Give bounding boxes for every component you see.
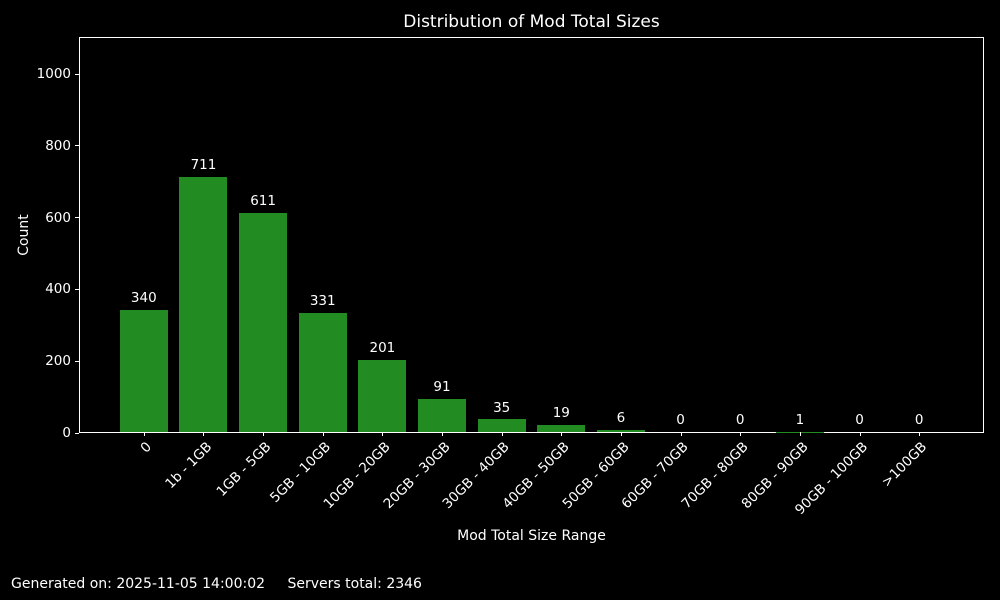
bar-column: 35 30GB - 40GB xyxy=(440,38,532,512)
bar-column: 6 50GB - 60GB xyxy=(559,38,651,512)
bar xyxy=(596,429,645,432)
y-tick-mark xyxy=(75,217,79,219)
y-tick-mark xyxy=(75,73,79,75)
bar-value-label: 340 xyxy=(130,290,157,307)
x-tick-mark xyxy=(919,432,921,436)
bar-value-label: 91 xyxy=(433,379,451,396)
bar xyxy=(477,419,526,432)
x-tick-label: 0 xyxy=(137,439,156,457)
bar xyxy=(239,212,288,432)
bar-column: 91 20GB - 30GB xyxy=(380,38,472,512)
x-tick-mark xyxy=(203,432,205,436)
x-tick-mark xyxy=(561,432,563,436)
bar-value-label: 201 xyxy=(369,339,396,356)
x-tick-mark xyxy=(740,432,742,436)
y-tick-label: 400 xyxy=(45,281,71,298)
bar-value-label: 331 xyxy=(309,293,336,310)
bar-value-label: 0 xyxy=(676,412,685,429)
bar-value-label: 35 xyxy=(493,399,511,416)
x-tick-label: >100GB xyxy=(878,439,931,491)
x-tick-mark xyxy=(382,432,384,436)
bar-column: 0 60GB - 70GB xyxy=(619,38,711,512)
bar-column: 611 1GB - 5GB xyxy=(214,38,293,500)
x-tick-mark xyxy=(680,432,682,436)
y-tick-label: 800 xyxy=(45,137,71,154)
bar-column: 201 10GB - 20GB xyxy=(321,38,413,512)
x-tick-mark xyxy=(859,432,861,436)
bar-column: 0 90GB - 100GB xyxy=(792,38,890,518)
plot-columns: 340 0 711 1b - 1GB 611 1GB - 5GB 331 5GB - 10GB… xyxy=(80,38,983,518)
x-tick-mark xyxy=(322,432,324,436)
chart-title: Distribution of Mod Total Sizes xyxy=(403,12,660,32)
x-tick-mark xyxy=(143,432,145,436)
x-tick-mark xyxy=(263,432,265,436)
bar xyxy=(119,309,168,432)
bar xyxy=(418,399,467,432)
bar-column: 1 80GB - 90GB xyxy=(738,38,830,512)
bar-column: 19 40GB - 50GB xyxy=(500,38,591,512)
bar-column: 0 >100GB xyxy=(879,38,949,491)
y-tick-mark xyxy=(75,360,79,362)
bar-column: 340 0 xyxy=(114,38,174,456)
x-tick-mark xyxy=(799,432,801,436)
x-tick-label: 1GB - 5GB xyxy=(213,439,275,500)
plot-area: 340 0 711 1b - 1GB 611 1GB - 5GB 331 5GB - 10GB… xyxy=(79,37,984,518)
bar-value-label: 19 xyxy=(552,405,570,422)
y-tick-label: 600 xyxy=(45,209,71,226)
footer-generated-text: Generated on: 2025-11-05 14:00:02 xyxy=(11,576,266,592)
bar-value-label: 6 xyxy=(616,409,626,426)
bar-value-label: 611 xyxy=(250,192,276,209)
bar-value-label: 0 xyxy=(914,412,924,429)
y-tick-mark xyxy=(75,288,79,290)
y-tick-label: 0 xyxy=(62,425,71,441)
x-tick-mark xyxy=(442,432,444,436)
bar-column: 331 5GB - 10GB xyxy=(267,38,353,506)
bar xyxy=(537,425,586,432)
y-tick-mark xyxy=(75,145,79,147)
x-tick-mark xyxy=(501,432,503,436)
y-tick-label: 200 xyxy=(45,353,71,370)
bar xyxy=(298,313,347,432)
bar-value-label: 0 xyxy=(735,412,745,429)
bar-value-label: 0 xyxy=(855,412,864,429)
bar-value-label: 711 xyxy=(190,156,217,173)
footer-servers-total-text: Servers total: 2346 xyxy=(287,576,422,592)
x-tick-label: 1b - 1GB xyxy=(161,439,215,492)
x-tick-mark xyxy=(620,432,622,436)
bar xyxy=(358,359,407,432)
y-tick-label: 1000 xyxy=(36,66,71,82)
bar xyxy=(179,176,228,432)
bar-column: 0 70GB - 80GB xyxy=(679,38,770,512)
x-axis-label: Mod Total Size Range xyxy=(457,528,606,544)
bar-value-label: 1 xyxy=(795,411,805,428)
bar-column: 711 1b - 1GB xyxy=(162,38,234,492)
y-tick-mark xyxy=(75,432,79,434)
footer: Generated on: 2025-11-05 14:00:02 Server… xyxy=(11,576,422,592)
